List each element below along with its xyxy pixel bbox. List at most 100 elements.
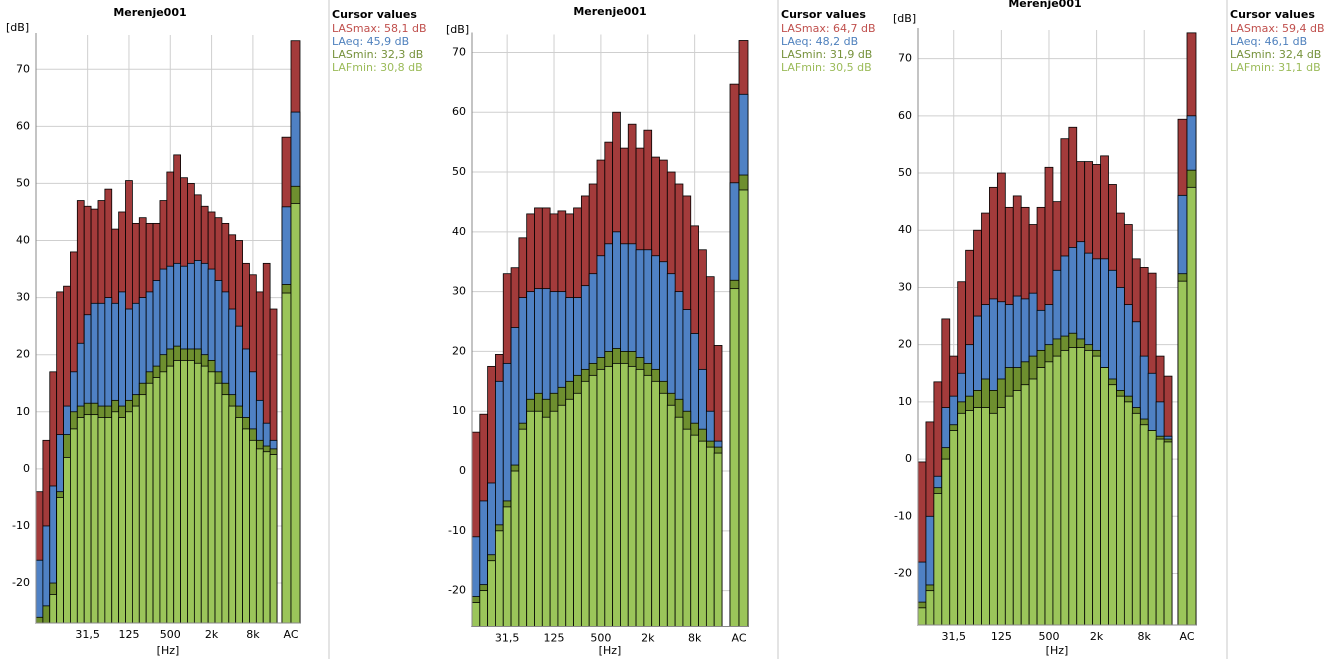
chart-title: Merenje001 — [1008, 0, 1081, 10]
bar — [1004, 395, 1014, 626]
y-tick-label: -20 — [12, 576, 30, 589]
y-tick-label: -10 — [12, 519, 30, 532]
bar — [1177, 280, 1188, 626]
bar — [495, 530, 504, 627]
x-tick-label: 125 — [118, 628, 139, 641]
chart-title: Merenje001 — [573, 5, 646, 18]
y-tick-label: 60 — [452, 105, 466, 118]
bar — [90, 414, 99, 624]
y-tick-label: 30 — [898, 280, 912, 293]
bar — [1012, 390, 1022, 626]
bar — [738, 189, 749, 627]
bar — [1147, 430, 1157, 626]
bar — [620, 362, 629, 627]
bar — [518, 428, 528, 627]
bar — [1163, 441, 1173, 626]
y-tick-label: -20 — [448, 584, 466, 597]
y-tick-label: 0 — [905, 452, 912, 465]
y-axis-label: [dB] — [446, 23, 469, 36]
bar — [180, 359, 188, 624]
y-tick-label: 70 — [16, 62, 30, 75]
bar — [729, 288, 740, 627]
x-tick-label: AC — [731, 632, 746, 645]
y-tick-label: 40 — [898, 223, 912, 236]
bar — [627, 365, 637, 627]
bar — [1068, 347, 1078, 626]
bar — [269, 454, 278, 624]
bar — [200, 365, 209, 624]
bar — [214, 382, 223, 624]
x-tick-label: 500 — [160, 628, 181, 641]
bar — [588, 374, 598, 627]
y-tick-label: 40 — [452, 225, 466, 238]
y-tick-label: 20 — [898, 338, 912, 351]
y-tick-label: 70 — [898, 52, 912, 65]
bar — [42, 605, 51, 624]
x-tick-label: 500 — [590, 632, 611, 645]
bar — [941, 458, 951, 626]
x-tick-label: 125 — [991, 630, 1012, 643]
bar — [228, 405, 237, 624]
y-tick-label: 10 — [452, 404, 466, 417]
y-tick-label: 30 — [452, 285, 466, 298]
legend-title: Cursor values — [332, 8, 417, 21]
bar — [1076, 347, 1086, 626]
bar — [76, 417, 85, 624]
bar — [1060, 349, 1070, 626]
y-tick-label: 60 — [898, 109, 912, 122]
bar — [565, 398, 574, 627]
x-tick-label: 500 — [1038, 630, 1059, 643]
legend-entry: LAFmin: 31,1 dB — [1230, 61, 1321, 74]
legend-entry: LASmax: 59,4 dB — [1230, 22, 1325, 35]
bar — [1139, 424, 1149, 626]
legend-entry: LAeq: 45,9 dB — [332, 35, 409, 48]
legend-entry: LASmin: 32,4 dB — [1230, 48, 1321, 61]
bar — [643, 374, 653, 627]
bar — [131, 405, 140, 624]
legend-entry: LASmax: 64,7 dB — [781, 22, 876, 35]
bar — [635, 368, 645, 627]
bar — [262, 451, 271, 624]
y-axis-label: [dB] — [6, 21, 29, 34]
bar — [193, 362, 202, 624]
bar — [534, 410, 543, 627]
x-tick-label: 31,5 — [75, 628, 100, 641]
bar — [965, 410, 974, 626]
bar — [70, 428, 78, 624]
bar — [104, 417, 113, 624]
x-tick-label: AC — [1179, 630, 1194, 643]
bar — [549, 410, 559, 627]
bar — [242, 428, 250, 624]
bar — [255, 448, 264, 624]
bar — [471, 602, 481, 627]
bar — [925, 590, 935, 626]
x-tick-label: 8k — [1138, 630, 1152, 643]
legend-entry: LAeq: 46,1 dB — [1230, 35, 1307, 48]
legend-entry: LAFmin: 30,5 dB — [781, 61, 872, 74]
bar — [249, 439, 257, 624]
bar — [989, 412, 998, 626]
bar — [1100, 367, 1109, 626]
bar — [118, 417, 126, 624]
bar — [1186, 186, 1197, 626]
bar — [1123, 401, 1133, 626]
x-tick-label: AC — [283, 628, 298, 641]
bar — [705, 446, 715, 627]
legend-entry: LASmax: 58,1 dB — [332, 22, 427, 35]
y-tick-label: 60 — [16, 119, 30, 132]
bar — [97, 417, 106, 624]
bar — [35, 559, 44, 624]
bar — [698, 440, 707, 627]
bar — [281, 292, 292, 624]
x-tick-label: 8k — [688, 632, 702, 645]
bar — [666, 404, 676, 627]
y-tick-label: 0 — [459, 464, 466, 477]
x-tick-label: 31,5 — [495, 632, 520, 645]
bar — [690, 434, 699, 627]
bar — [596, 368, 606, 627]
y-tick-label: 10 — [16, 405, 30, 418]
bar — [187, 359, 195, 624]
y-tick-label: 70 — [452, 45, 466, 58]
bar — [63, 457, 71, 624]
legend-entry: LASmin: 31,9 dB — [781, 48, 872, 61]
